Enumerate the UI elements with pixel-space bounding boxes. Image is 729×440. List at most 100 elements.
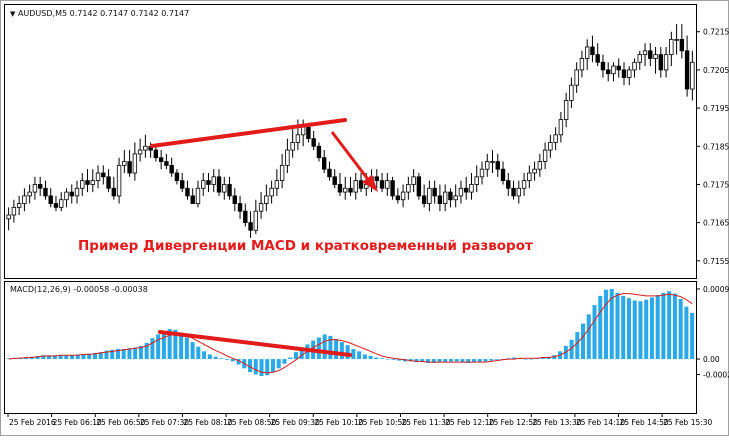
header-dropdown-icon[interactable]: ▼ xyxy=(10,10,16,18)
macd-bar xyxy=(598,295,603,360)
macd-bar xyxy=(248,359,253,373)
candle-body xyxy=(243,210,248,224)
macd-bar xyxy=(357,351,362,360)
candle-body xyxy=(437,195,443,204)
macd-bar xyxy=(150,338,155,360)
candle-body xyxy=(506,180,511,189)
candle-body xyxy=(116,164,122,197)
macd-bar xyxy=(374,357,379,360)
candle-body xyxy=(690,61,695,90)
candle-body xyxy=(348,187,353,193)
macd-bar xyxy=(92,352,98,360)
candle-body xyxy=(537,161,543,170)
macd-signal-line xyxy=(8,293,693,374)
macd-bar xyxy=(104,350,109,360)
macd-bar xyxy=(466,359,471,363)
macd-bar xyxy=(420,359,425,363)
candle-body xyxy=(511,187,516,197)
candle-body xyxy=(258,203,264,212)
candle-body xyxy=(137,149,143,155)
macd-bar xyxy=(173,329,178,360)
candle-body xyxy=(527,172,532,182)
candle-body xyxy=(59,199,64,208)
macd-bar xyxy=(64,355,69,360)
macd-bar xyxy=(540,357,545,360)
macd-bar xyxy=(138,345,143,360)
candle-body xyxy=(122,161,127,166)
candle-body xyxy=(27,191,32,197)
macd-bar xyxy=(265,359,270,376)
candle-body xyxy=(400,191,406,201)
macd-bar xyxy=(334,339,339,360)
candle-body xyxy=(432,187,437,197)
candle-body xyxy=(674,38,679,41)
candle-body xyxy=(642,50,648,56)
macd-bar xyxy=(213,356,218,360)
macd-bar xyxy=(47,355,52,360)
macd-bar xyxy=(690,312,695,360)
macd-bar xyxy=(58,355,63,360)
macd-bar xyxy=(569,339,574,360)
candle-body xyxy=(574,69,579,86)
macd-bar xyxy=(35,355,40,360)
candle-body xyxy=(358,180,364,189)
macd-bar xyxy=(98,352,103,360)
macd-bar xyxy=(299,348,304,360)
candle-body xyxy=(343,187,348,193)
candle-body xyxy=(453,195,458,201)
time-tick-label: 25 Feb 11:30 xyxy=(401,418,450,427)
candle-body xyxy=(679,38,685,52)
macd-bar xyxy=(161,331,166,360)
candle-body xyxy=(658,54,664,71)
macd-bar xyxy=(316,337,321,360)
candle-body xyxy=(143,145,148,151)
macd-bar xyxy=(494,359,499,360)
macd-bar xyxy=(328,335,333,360)
macd-bar xyxy=(81,354,86,360)
macd-bar xyxy=(322,334,327,360)
candle-body xyxy=(416,176,422,197)
candle-body xyxy=(600,61,606,71)
candle-body xyxy=(653,54,658,59)
candle-body xyxy=(300,126,306,136)
macd-bar xyxy=(70,355,75,360)
candle-body xyxy=(684,50,690,90)
macd-bar xyxy=(414,359,419,363)
candle-body xyxy=(632,61,637,71)
macd-bar xyxy=(426,359,431,363)
macd-bar xyxy=(512,357,517,360)
macd-bar xyxy=(202,351,207,360)
time-tick-label: 25 Feb 12:50 xyxy=(489,418,538,427)
time-tick-label: 25 Feb 07:30 xyxy=(140,418,189,427)
candle-body xyxy=(479,168,485,178)
candle-body xyxy=(516,187,522,197)
macd-bar xyxy=(167,329,172,360)
macd-bar xyxy=(253,359,258,375)
candle-body xyxy=(322,157,327,170)
candle-body xyxy=(111,187,117,197)
candle-body xyxy=(311,138,316,147)
macd-bar xyxy=(644,299,649,360)
candle-body xyxy=(353,180,358,193)
candle-body xyxy=(227,184,232,197)
ohlc-label: 0.7142 0.7147 0.7142 0.7147 xyxy=(69,9,190,18)
macd-bar xyxy=(207,354,212,360)
macd-bar xyxy=(230,359,235,362)
macd-bar xyxy=(236,359,241,365)
macd-bar xyxy=(121,349,126,360)
candle-body xyxy=(85,180,90,185)
candle-body xyxy=(132,153,138,174)
candle-body xyxy=(211,176,216,185)
candle-body xyxy=(248,222,253,231)
macd-bar xyxy=(87,353,92,360)
macd-bar xyxy=(437,359,442,363)
macd-bar xyxy=(391,359,396,360)
candle-body xyxy=(64,191,69,201)
candle-body xyxy=(611,65,616,75)
candle-body xyxy=(474,176,479,185)
candle-body xyxy=(90,180,95,185)
macd-bar xyxy=(270,359,275,373)
macd-bar xyxy=(523,359,528,360)
candle-body xyxy=(627,69,632,78)
